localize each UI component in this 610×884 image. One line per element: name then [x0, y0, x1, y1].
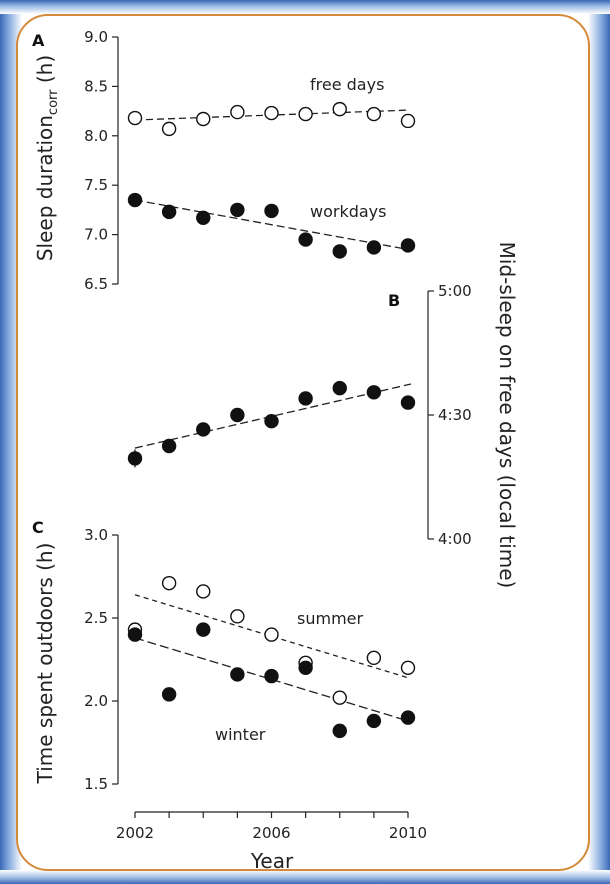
panel-c-point [196, 584, 211, 599]
panel-a-point [230, 104, 245, 120]
panel-b-y-tick-label: 4:30 [438, 406, 472, 424]
panel-c-point [332, 723, 347, 739]
panel-c-point [400, 660, 416, 675]
x-tick-label: 2002 [116, 824, 154, 842]
panel-a-point [400, 238, 416, 253]
panel-c-trend-line [134, 637, 409, 722]
panel-c: C Time spent outdoors (h) summer winter … [32, 518, 427, 873]
panel-a-y-tick-label: 8.0 [84, 127, 108, 145]
panel-a-y-tick-label: 8.5 [84, 77, 108, 95]
panel-c-point [400, 710, 416, 725]
panel-a-point [196, 111, 211, 127]
frame-bottom-edge [0, 870, 610, 884]
panel-a-point [264, 203, 279, 219]
panel-a-point [230, 202, 245, 218]
panel-b-point [400, 395, 416, 410]
panel-a-point [332, 244, 347, 259]
panel-a-trend-line [134, 199, 409, 251]
x-tick-label: 2006 [252, 824, 290, 842]
legend-label-winter: winter [215, 725, 266, 744]
panel-a-point [264, 105, 279, 121]
panel-a-point [127, 192, 143, 208]
panel-a-y-tick-label: 6.5 [84, 275, 108, 293]
panel-b-y-axis-label: Mid-sleep on free days (local time) [495, 242, 519, 589]
panel-c-y-tick-label: 2.5 [84, 609, 108, 627]
panel-c-y-tick-label: 3.0 [84, 526, 108, 544]
panel-b-point [196, 422, 211, 437]
panel-c-point [298, 660, 313, 675]
panel-c-point [127, 627, 143, 642]
panel-b-point [366, 385, 382, 400]
panel-c-point [161, 687, 177, 702]
panel-a-y-axis-label: Sleep durationcorr (h) [33, 55, 61, 261]
panel-a-point [161, 204, 177, 220]
panel-c-y-axis-label: Time spent outdoors (h) [33, 543, 57, 785]
panel-b-point [332, 380, 347, 396]
panel-b: B Mid-sleep on free days (local time) 4:… [127, 242, 519, 589]
panel-b-point [298, 391, 313, 406]
panel-a-point [400, 113, 416, 129]
panel-b-y-tick-label: 4:00 [438, 530, 472, 548]
panel-a-point [127, 110, 143, 126]
panel-a-y-tick-label: 9.0 [84, 28, 108, 46]
panel-b-point [230, 407, 245, 423]
panel-c-point [230, 667, 245, 682]
panel-a: A Sleep durationcorr (h) free days workd… [32, 28, 416, 293]
panel-c-trend-line [134, 594, 409, 679]
x-axis-label: Year [250, 849, 294, 873]
panel-a-letter: A [32, 31, 45, 50]
panel-c-y-tick-label: 1.5 [84, 775, 108, 793]
panel-b-point [161, 438, 177, 454]
panel-c-letter: C [32, 518, 44, 537]
panel-a-point [196, 210, 211, 226]
legend-label-free-days: free days [310, 75, 384, 94]
panel-c-point [366, 713, 382, 729]
panel-a-y-tick-label: 7.0 [84, 226, 108, 244]
panel-a-point [161, 121, 177, 137]
frame-top-edge [0, 0, 610, 14]
figure-card [16, 14, 590, 871]
legend-label-workdays: workdays [310, 202, 386, 221]
panel-a-point [366, 240, 382, 255]
panel-c-point [264, 668, 279, 684]
legend-label-summer: summer [297, 609, 363, 628]
panel-c-point [196, 622, 211, 637]
panel-b-point [264, 414, 279, 429]
panel-c-point [264, 627, 279, 642]
panel-c-point [366, 650, 382, 666]
panel-b-y-tick-label: 5:00 [438, 282, 472, 300]
panel-c-y-tick-label: 2.0 [84, 692, 108, 710]
panel-b-letter: B [388, 291, 400, 310]
panel-c-point [332, 690, 347, 705]
panel-a-point [298, 106, 313, 122]
x-tick-label: 2010 [389, 824, 427, 842]
panel-a-point [298, 232, 313, 247]
panel-a-point [366, 106, 382, 122]
panel-a-point [332, 101, 347, 117]
panel-c-point [161, 575, 177, 591]
panel-a-y-tick-label: 7.5 [84, 176, 108, 194]
panel-c-point [230, 609, 245, 624]
